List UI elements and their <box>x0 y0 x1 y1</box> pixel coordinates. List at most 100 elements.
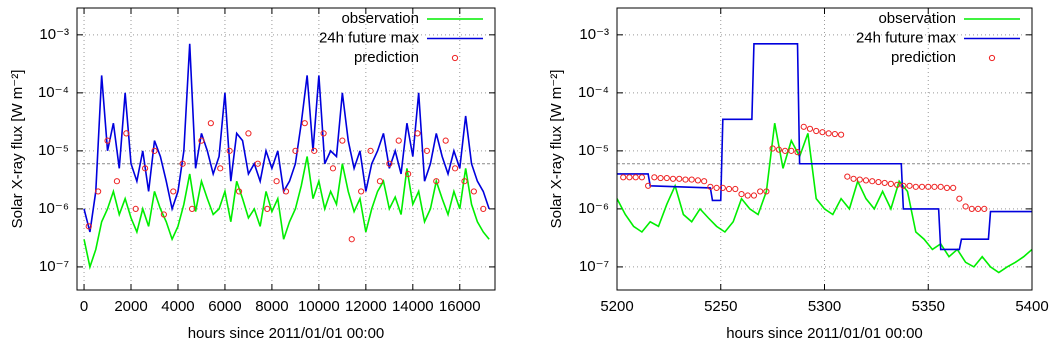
prediction-point <box>470 188 477 195</box>
prediction-point <box>950 184 957 192</box>
prediction-point <box>750 192 758 199</box>
series-line <box>83 156 490 270</box>
x-tick-label: 0 <box>80 298 88 315</box>
x-tick-label: 8000 <box>255 298 288 315</box>
prediction-point <box>95 188 102 195</box>
prediction-point <box>931 183 938 190</box>
prediction-point <box>451 165 459 172</box>
prediction-point <box>657 174 664 182</box>
prediction-point <box>732 185 739 193</box>
prediction-point <box>981 205 988 212</box>
plot-frame <box>616 7 1033 291</box>
prediction-point <box>856 176 863 183</box>
prediction-point <box>386 160 393 167</box>
prediction-point <box>769 145 776 152</box>
prediction-point <box>442 137 449 144</box>
prediction-point <box>170 188 177 195</box>
y-tick-label: 10⁻⁷ <box>579 258 609 275</box>
prediction-point <box>707 183 714 190</box>
prediction-point <box>414 130 421 137</box>
prediction-point <box>688 176 695 183</box>
prediction-point <box>207 120 214 127</box>
prediction-point <box>405 170 412 178</box>
prediction-point <box>788 147 795 154</box>
prediction-point <box>900 182 907 189</box>
prediction-point <box>968 205 975 212</box>
prediction-point <box>367 147 374 154</box>
prediction-point <box>676 175 683 182</box>
prediction-point <box>825 130 832 137</box>
prediction-point <box>301 120 308 127</box>
y-axis-label: Solar X-ray flux [W m⁻²] <box>9 70 26 229</box>
prediction-point <box>763 188 770 195</box>
y-tick-label: 10⁻⁶ <box>578 200 609 217</box>
x-tick-label: 6000 <box>208 298 241 315</box>
y-tick-label: 10⁻⁷ <box>39 258 69 275</box>
prediction-point <box>235 188 243 195</box>
prediction-point <box>800 123 807 130</box>
prediction-point <box>744 192 751 199</box>
prediction-point <box>85 223 92 230</box>
prediction-point <box>713 184 720 192</box>
series-line <box>617 123 1032 274</box>
prediction-point <box>461 178 468 185</box>
prediction-point <box>142 165 149 172</box>
x-tick-label: 16000 <box>439 298 481 315</box>
prediction-point <box>217 165 224 172</box>
prediction-point <box>869 178 876 185</box>
x-tick-label: 5300 <box>808 298 841 315</box>
x-tick-label: 5350 <box>912 298 945 315</box>
prediction-point <box>376 178 384 185</box>
prediction-point <box>974 205 982 212</box>
prediction-point <box>682 176 689 183</box>
legend-label: 24h future max <box>319 29 420 46</box>
prediction-point <box>320 130 327 137</box>
prediction-point <box>775 146 782 153</box>
prediction-point <box>151 147 158 154</box>
prediction-point <box>925 183 932 190</box>
legend-label: observation <box>341 10 419 27</box>
legend-label: prediction <box>891 49 956 66</box>
prediction-point <box>719 184 726 192</box>
prediction-point <box>694 177 702 184</box>
x-axis-label: hours since 2011/01/01 00:00 <box>188 325 385 342</box>
y-tick-label: 10⁻⁴ <box>578 84 609 101</box>
prediction-point <box>918 183 926 190</box>
legend-swatch <box>451 54 459 62</box>
y-tick-label: 10⁻⁵ <box>578 142 609 159</box>
prediction-point <box>329 165 337 172</box>
prediction-point <box>339 137 346 144</box>
prediction-point <box>132 205 139 212</box>
prediction-point <box>937 183 944 190</box>
prediction-point <box>104 137 111 144</box>
prediction-point <box>962 203 969 210</box>
prediction-point <box>669 175 677 182</box>
x-tick-label: 5200 <box>600 298 633 315</box>
legend-label: observation <box>878 10 956 27</box>
y-axis-label: Solar X-ray flux [W m⁻²] <box>548 70 565 229</box>
prediction-point <box>887 180 895 187</box>
prediction-point <box>358 188 365 195</box>
prediction-point <box>819 129 826 136</box>
prediction-point <box>264 205 271 212</box>
prediction-point <box>663 174 670 182</box>
legend-swatch <box>988 54 996 62</box>
prediction-point <box>395 137 402 144</box>
prediction-point <box>701 178 708 185</box>
plot-frame <box>76 7 496 291</box>
prediction-point <box>645 182 652 189</box>
prediction-point <box>906 182 913 189</box>
prediction-point <box>956 195 963 202</box>
prediction-point <box>226 147 233 154</box>
prediction-point <box>292 147 299 154</box>
prediction-point <box>433 178 440 185</box>
x-tick-label: 14000 <box>392 298 434 315</box>
prediction-point <box>738 190 745 198</box>
x-tick-label: 5400 <box>1015 298 1048 315</box>
prediction-point <box>198 137 205 144</box>
prediction-point <box>651 174 658 181</box>
prediction-point <box>844 173 851 180</box>
prediction-point <box>282 188 290 195</box>
prediction-point <box>912 183 919 190</box>
